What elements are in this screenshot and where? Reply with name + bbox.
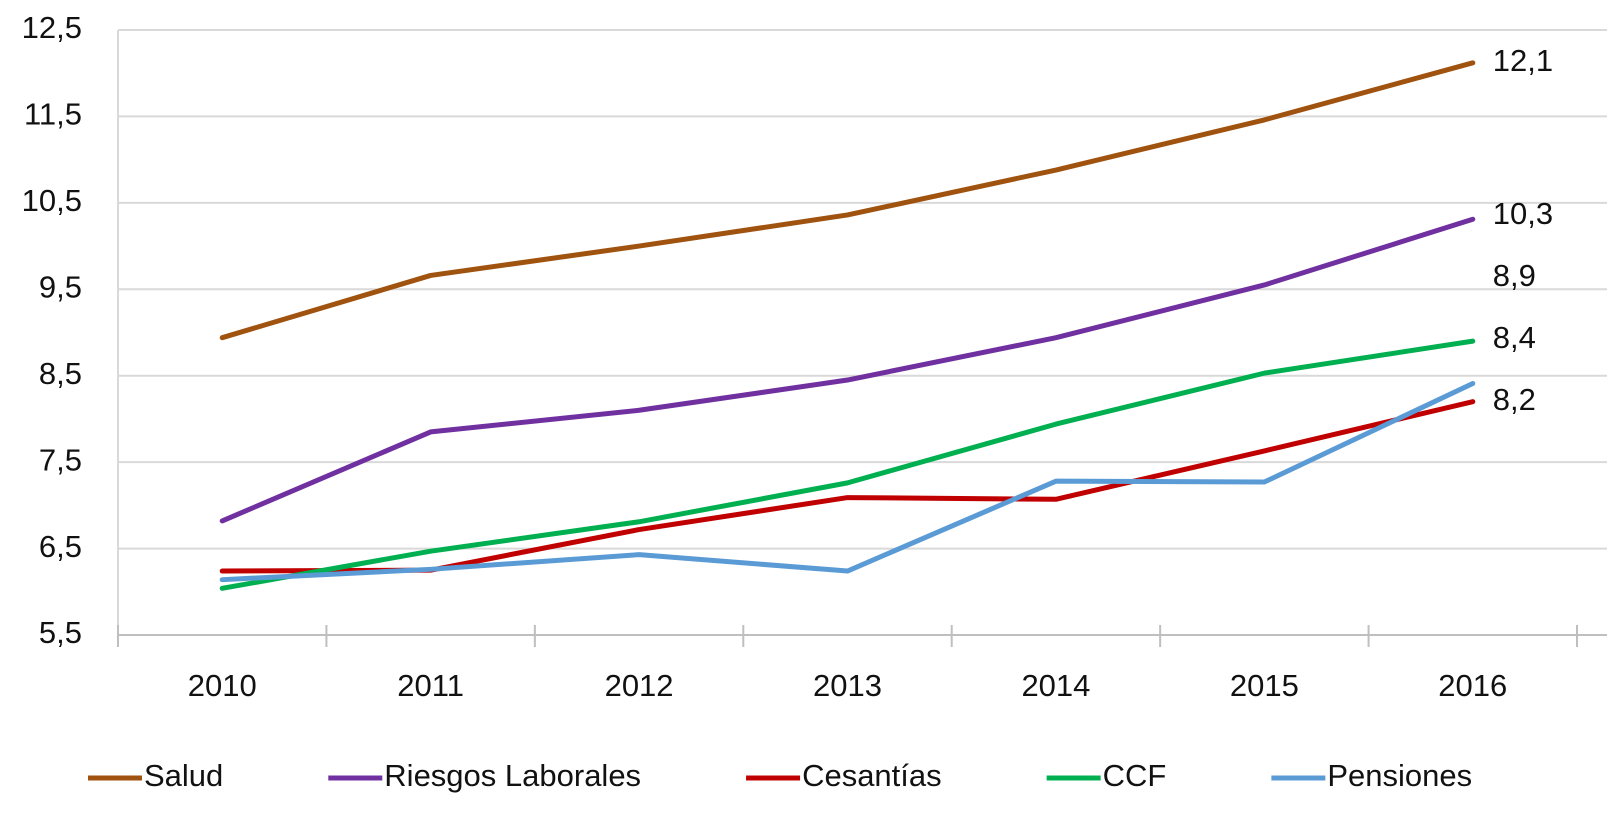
x-tick-label: 2013 (813, 668, 882, 703)
x-tick-label: 2011 (397, 668, 464, 703)
legend-label: CCF (1103, 758, 1167, 793)
series-line (219, 216, 1476, 524)
data-label: 10,3 (1493, 196, 1553, 231)
y-tick-label: 6,5 (39, 529, 82, 564)
y-tick-label: 11,5 (24, 97, 82, 132)
x-tick-label: 2015 (1230, 668, 1299, 703)
y-tick-label: 12,5 (22, 10, 82, 45)
legend-label: Cesantías (802, 758, 942, 793)
x-tick-label: 2010 (188, 668, 257, 703)
data-label: 12,1 (1493, 43, 1553, 78)
y-tick-label: 10,5 (22, 183, 82, 218)
y-tick-label: 5,5 (39, 615, 82, 650)
y-tick-label: 7,5 (39, 442, 82, 477)
y-tick-label: 8,5 (39, 356, 82, 391)
legend-label: Riesgos Laborales (384, 758, 641, 793)
legend-label: Salud (144, 758, 223, 793)
series-line (219, 399, 1476, 574)
legend-label: Pensiones (1327, 758, 1472, 793)
series-line (219, 60, 1476, 341)
x-tick-label: 2016 (1438, 668, 1507, 703)
y-tick-label: 9,5 (39, 269, 82, 304)
series-line (219, 380, 1476, 583)
x-tick-label: 2012 (605, 668, 674, 703)
data-label: 8,2 (1493, 382, 1536, 417)
x-tick-label: 2014 (1021, 668, 1090, 703)
series-line (219, 338, 1476, 591)
data-label: 8,9 (1493, 258, 1536, 293)
data-label: 8,4 (1493, 320, 1536, 355)
